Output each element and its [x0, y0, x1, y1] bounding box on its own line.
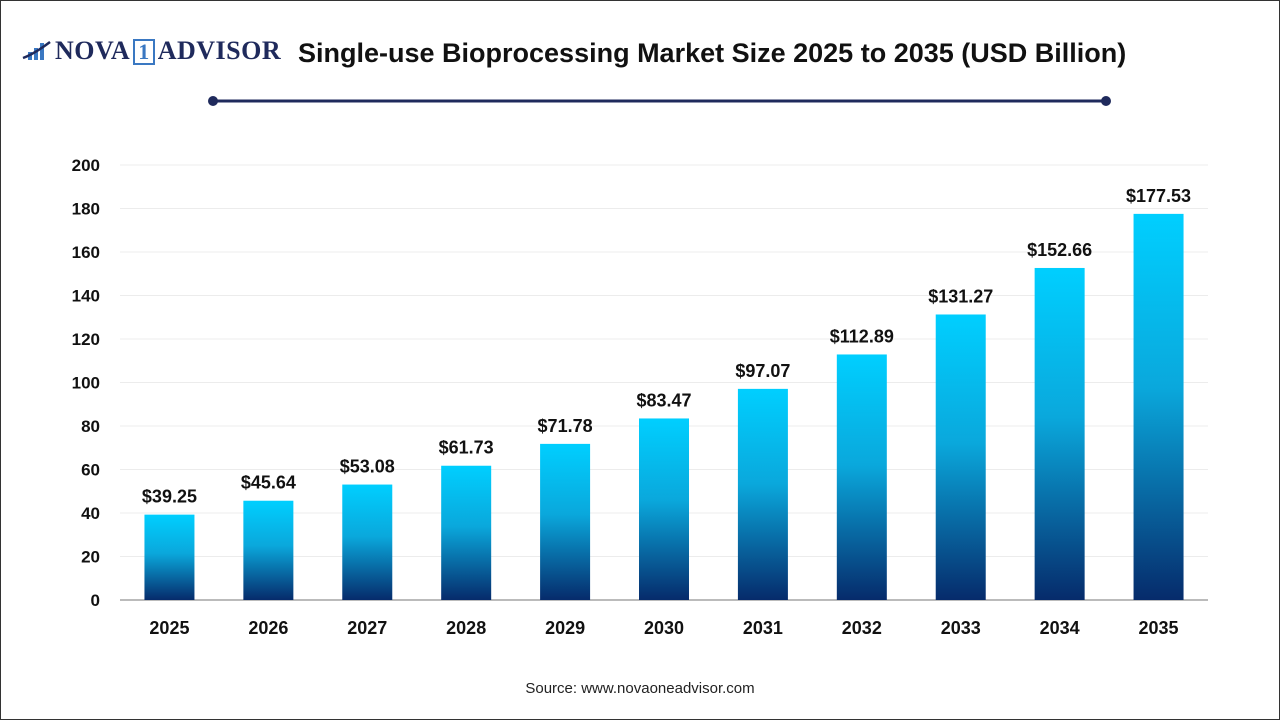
y-tick-label: 140: [72, 287, 100, 306]
y-tick-label: 180: [72, 200, 100, 219]
logo-text: NOVA 1 ADVISOR: [55, 36, 282, 65]
x-tick-label: 2029: [545, 618, 585, 638]
y-tick-label: 0: [91, 591, 100, 610]
title-underline-dot-right: [1101, 96, 1111, 106]
bar-2030: [639, 418, 689, 600]
bar-2027: [342, 484, 393, 600]
source-note: Source: www.novaoneadvisor.com: [525, 680, 755, 697]
x-tick-label: 2035: [1139, 618, 1179, 638]
y-tick-label: 100: [72, 374, 100, 393]
data-label: $152.66: [1027, 240, 1092, 260]
data-label: $97.07: [735, 361, 790, 381]
bar-2026: [243, 500, 294, 600]
data-label: $61.73: [439, 438, 494, 458]
y-tick-label: 120: [72, 330, 100, 349]
y-tick-label: 160: [72, 243, 100, 262]
data-label: $112.89: [830, 326, 894, 346]
bar-2034: [1034, 267, 1085, 600]
x-tick-label: 2027: [347, 618, 387, 638]
chart-title: Single-use Bioprocessing Market Size 202…: [298, 38, 1127, 68]
x-tick-label: 2025: [149, 618, 189, 638]
title-underline-dot-left: [208, 96, 218, 106]
bar-2033: [935, 314, 986, 600]
y-tick-label: 80: [81, 417, 100, 436]
data-label: $71.78: [538, 416, 593, 436]
x-tick-label: 2034: [1040, 618, 1080, 638]
y-tick-label: 40: [81, 504, 100, 523]
logo-bars-icon: [22, 40, 51, 60]
x-tick-label: 2028: [446, 618, 486, 638]
bar-2028: [441, 465, 492, 600]
data-label: $131.27: [928, 286, 993, 306]
x-tick-label: 2031: [743, 618, 783, 638]
y-tick-label: 200: [72, 156, 100, 175]
bar-2035: [1133, 213, 1184, 600]
bar-2025: [144, 514, 195, 600]
bar-2029: [540, 443, 591, 600]
bar-2031: [737, 388, 788, 600]
y-tick-label: 20: [81, 548, 100, 567]
x-tick-label: 2032: [842, 618, 882, 638]
x-tick-label: 2030: [644, 618, 684, 638]
x-tick-label: 2033: [941, 618, 981, 638]
data-label: $53.08: [340, 457, 395, 477]
logo: NOVA 1 ADVISOR: [22, 36, 281, 66]
bar-2032: [836, 354, 887, 600]
x-tick-label: 2026: [248, 618, 288, 638]
data-label: $177.53: [1126, 186, 1191, 206]
data-label: $83.47: [636, 390, 691, 410]
data-label: $45.64: [241, 473, 296, 493]
y-tick-label: 60: [81, 461, 100, 480]
data-label: $39.25: [142, 487, 197, 507]
